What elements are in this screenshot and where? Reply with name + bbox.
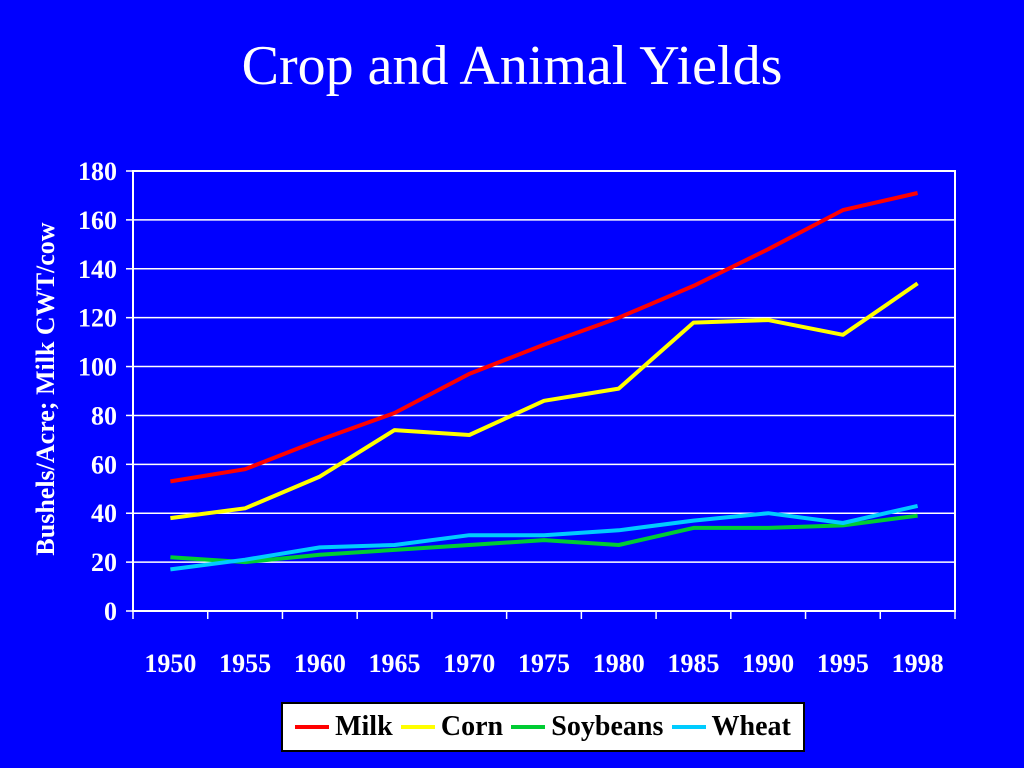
legend: Milk Corn Soybeans Wheat (281, 702, 805, 752)
legend-label-wheat: Wheat (711, 711, 791, 742)
legend-swatch-corn (400, 725, 435, 729)
x-axis-tick-labels: 1950 1955 1960 1965 1970 1975 1980 1985 1990 1995… (144, 649, 943, 678)
line-chart: 0 20 40 60 80 100 120 140 160 180 1950 1955 1960 196… (31, 157, 956, 678)
legend-item-soybeans: Soybeans (511, 711, 663, 743)
y-tick-label: 160 (78, 206, 117, 235)
legend-label-milk: Milk (335, 711, 393, 742)
series-line-soybeans (170, 513, 918, 565)
y-tick-label: 40 (91, 499, 117, 528)
y-tick-label: 180 (78, 157, 117, 186)
x-tick-label: 1975 (518, 649, 570, 678)
legend-swatch-soybeans (511, 725, 546, 729)
series-line-milk (170, 191, 919, 484)
legend-item-wheat: Wheat (671, 711, 791, 743)
y-tick-label: 80 (91, 401, 117, 430)
x-tick-label: 1990 (742, 649, 794, 678)
x-tick-label: 1960 (294, 649, 346, 678)
x-axis-ticks (132, 611, 956, 619)
legend-label-corn: Corn (440, 711, 504, 742)
y-tick-label: 120 (78, 304, 117, 333)
x-tick-label: 1995 (817, 649, 869, 678)
x-tick-label: 1998 (892, 649, 944, 678)
plot-area (132, 170, 956, 612)
legend-item-corn: Corn (400, 711, 504, 743)
legend-item-milk: Milk (295, 711, 393, 743)
y-axis-tick-labels: 0 20 40 60 80 100 120 140 160 180 (78, 157, 133, 626)
x-tick-label: 1985 (667, 649, 719, 678)
x-tick-label: 1965 (369, 649, 421, 678)
series-line-corn (170, 281, 919, 521)
legend-swatch-wheat (671, 725, 706, 729)
y-tick-label: 100 (78, 353, 117, 382)
legend-label-soybeans: Soybeans (551, 711, 664, 742)
x-tick-label: 1950 (144, 649, 196, 678)
legend-swatch-milk (295, 725, 330, 729)
series-line-wheat (170, 503, 919, 572)
y-tick-label: 60 (91, 450, 117, 479)
gridlines (133, 219, 955, 563)
y-tick-label: 140 (78, 255, 117, 284)
x-tick-label: 1955 (219, 649, 271, 678)
series-lines (170, 191, 919, 572)
x-tick-label: 1970 (443, 649, 495, 678)
y-tick-label: 0 (104, 597, 117, 626)
y-tick-label: 20 (91, 548, 117, 577)
slide-title: Crop and Animal Yields (241, 35, 783, 97)
x-tick-label: 1980 (593, 649, 645, 678)
y-axis-title: Bushels/Acre; Milk CWT/cow (31, 222, 60, 555)
